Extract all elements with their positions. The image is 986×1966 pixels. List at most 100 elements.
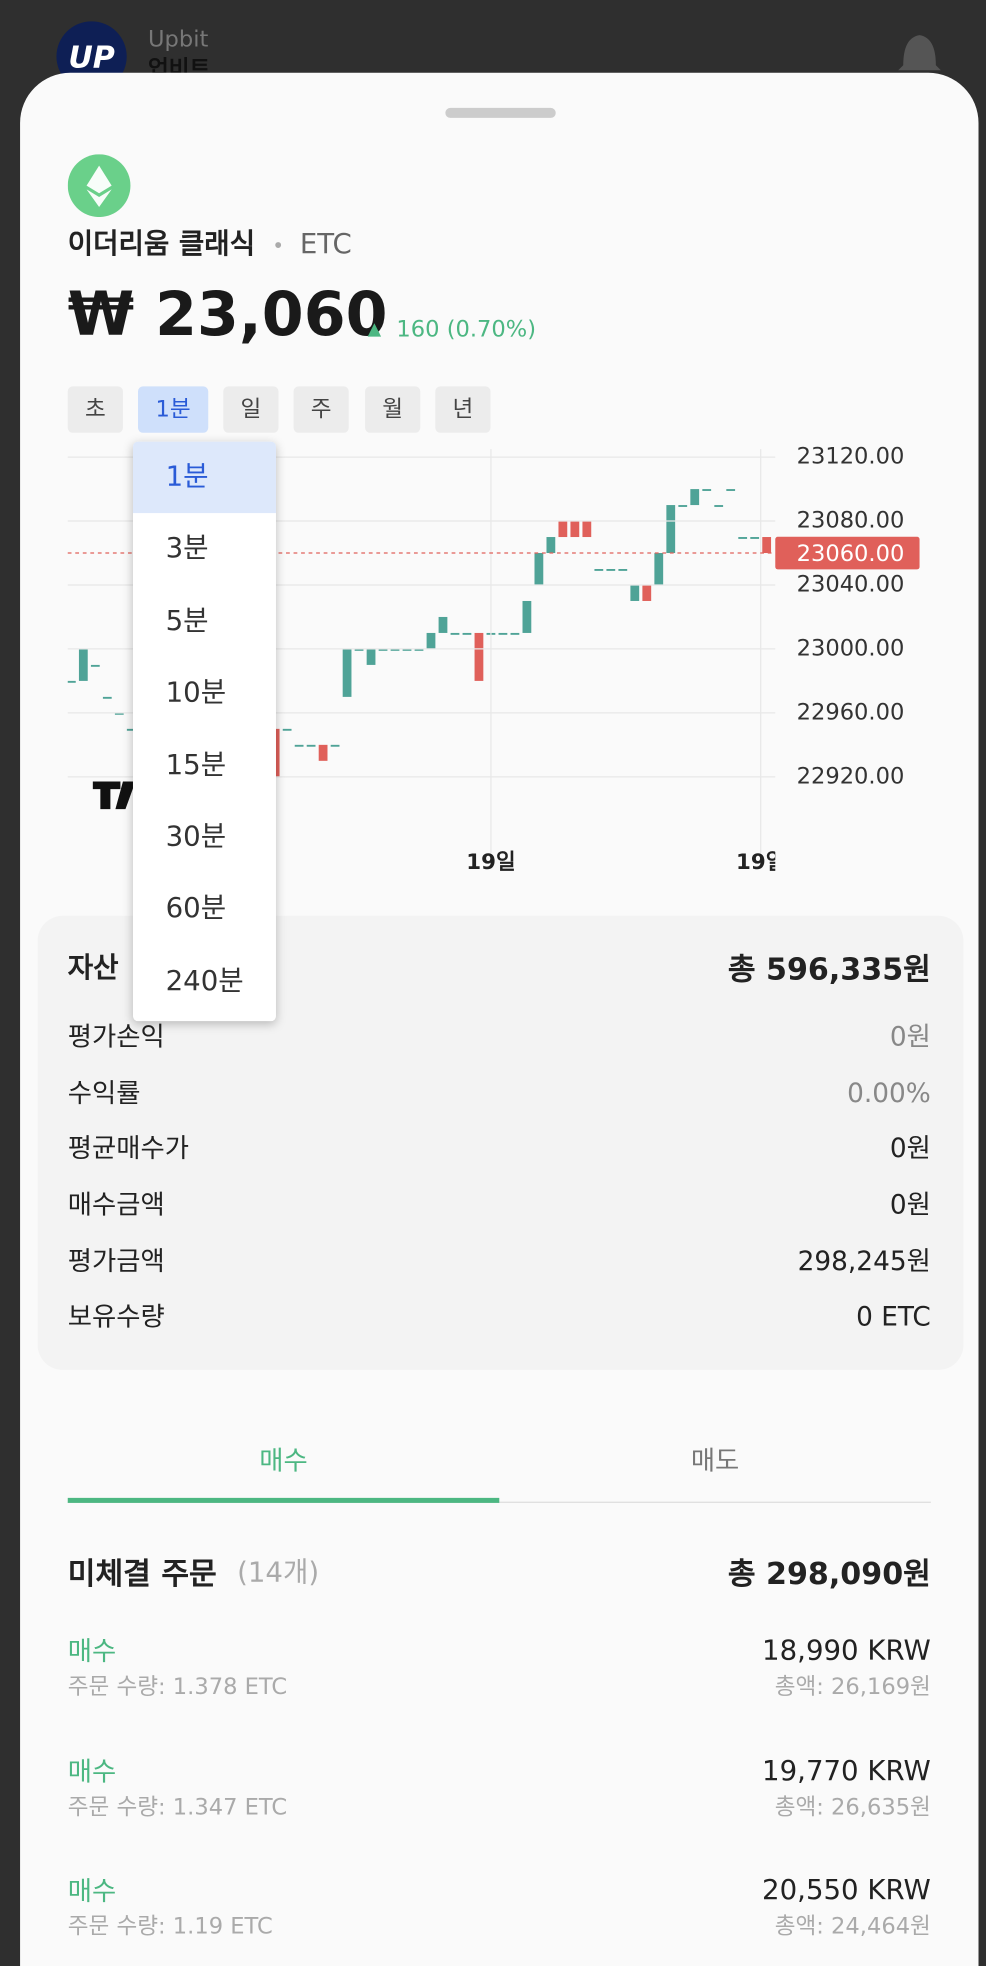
up-arrow: ▲ — [367, 319, 382, 340]
menu-item[interactable]: 60분 — [165, 893, 227, 926]
candle — [426, 632, 436, 649]
candle — [282, 728, 292, 731]
sell-tab[interactable]: 매도 — [690, 1445, 740, 1476]
candle — [762, 537, 772, 554]
candle — [690, 489, 700, 506]
order-amount: 총액: 26,635원 — [774, 1793, 931, 1820]
x-tick-label: 19일 — [466, 850, 515, 875]
asset-label: 보유수량 — [67, 1301, 165, 1332]
menu-item[interactable]: 1분 — [132, 441, 276, 514]
candle — [594, 569, 604, 571]
candle — [510, 632, 520, 635]
candle — [558, 521, 568, 538]
candle — [462, 632, 472, 635]
asset-label: 평가손익 — [67, 1021, 165, 1052]
candle — [534, 553, 544, 585]
order-quantity: 주문 수량: 1.378 ETC — [67, 1673, 288, 1701]
app-name: Upbit — [148, 27, 208, 53]
candle — [90, 664, 100, 667]
candle — [330, 744, 340, 747]
y-tick-label: 23040.00 — [797, 571, 905, 597]
candle — [294, 744, 304, 747]
candle — [366, 648, 376, 665]
separator: • — [272, 233, 285, 258]
candle — [678, 505, 688, 507]
asset-value: 0 ETC — [856, 1301, 931, 1332]
y-tick-label: 22920.00 — [797, 763, 905, 789]
tradingview-logo — [92, 781, 136, 810]
candle — [390, 648, 400, 651]
order-price: 19,770 KRW — [762, 1755, 931, 1787]
asset-value: 0원 — [889, 1021, 931, 1052]
assets-title: 자산 — [67, 953, 119, 985]
logo — [56, 21, 127, 88]
candle — [702, 489, 712, 491]
candle — [102, 696, 112, 699]
assets-total: 총 596,335원 — [727, 951, 931, 987]
buy-tab[interactable]: 매수 — [259, 1445, 308, 1476]
order-side: 매수 — [67, 1756, 117, 1787]
asset-value: 0원 — [889, 1189, 931, 1220]
candle — [546, 537, 556, 554]
current-price-label: 23060.00 — [797, 541, 905, 567]
interval-button[interactable]: 일 — [223, 386, 279, 433]
candlestick-chart: 19일 19일 23120.00 23080.00 23040.00 23000.00 2… — [67, 444, 920, 875]
candle — [642, 584, 652, 601]
candle — [714, 505, 724, 507]
candle — [618, 569, 628, 571]
candle — [750, 537, 760, 539]
interval-button[interactable]: 월 — [365, 386, 421, 433]
current-price-badge — [775, 536, 920, 570]
y-tick-label: 23120.00 — [797, 444, 905, 470]
menu-item[interactable]: 30분 — [165, 821, 227, 854]
order-quantity: 주문 수량: 1.347 ETC — [67, 1793, 288, 1820]
y-tick-label: 23000.00 — [797, 635, 905, 661]
order-side: 매수 — [67, 1875, 117, 1907]
candle — [582, 521, 592, 538]
bell-icon[interactable] — [898, 35, 941, 71]
y-tick-label: 22960.00 — [797, 699, 905, 725]
candle — [738, 537, 748, 539]
coin-symbol: ETC — [299, 229, 352, 261]
coin-name: 이더리움 클래식 — [67, 229, 256, 261]
y-tick-label: 23080.00 — [797, 508, 905, 534]
logo-text: UP — [68, 40, 114, 75]
candle — [306, 744, 316, 747]
price-change: 160 (0.70%) — [396, 316, 537, 343]
candle — [654, 553, 664, 585]
candle — [522, 600, 532, 633]
menu-item[interactable]: 10분 — [165, 677, 227, 710]
tab-indicator — [67, 1497, 500, 1503]
candle — [450, 632, 460, 635]
candle — [666, 505, 676, 554]
menu-item[interactable]: 5분 — [165, 605, 209, 638]
menu-item[interactable]: 15분 — [165, 749, 227, 782]
order-amount: 총액: 26,169원 — [774, 1673, 931, 1701]
asset-label: 매수금액 — [67, 1189, 165, 1220]
interval-button[interactable]: 초 — [67, 386, 123, 433]
asset-value: 0.00% — [847, 1078, 931, 1109]
order-quantity: 주문 수량: 1.19 ETC — [67, 1913, 273, 1940]
orders-count: (14개) — [237, 1557, 320, 1590]
candle — [402, 648, 412, 651]
candle — [78, 648, 88, 681]
interval-button[interactable]: 주 — [293, 386, 349, 433]
asset-label: 수익률 — [67, 1078, 141, 1109]
candle — [630, 584, 640, 601]
candle — [438, 616, 448, 633]
menu-item[interactable]: 3분 — [165, 533, 209, 566]
candle — [498, 632, 508, 635]
drag-handle[interactable] — [445, 107, 556, 118]
x-tick-label: 19일 — [736, 850, 785, 875]
menu-item[interactable]: 240분 — [165, 965, 244, 998]
candle — [126, 728, 136, 731]
candle — [67, 680, 76, 683]
interval-button[interactable]: 년 — [435, 386, 491, 433]
orders-title: 미체결 주문 — [67, 1556, 217, 1592]
order-side: 매수 — [67, 1636, 117, 1667]
asset-value: 0원 — [889, 1133, 931, 1164]
interval-button[interactable]: 1분 — [137, 386, 209, 433]
candle — [474, 632, 484, 681]
